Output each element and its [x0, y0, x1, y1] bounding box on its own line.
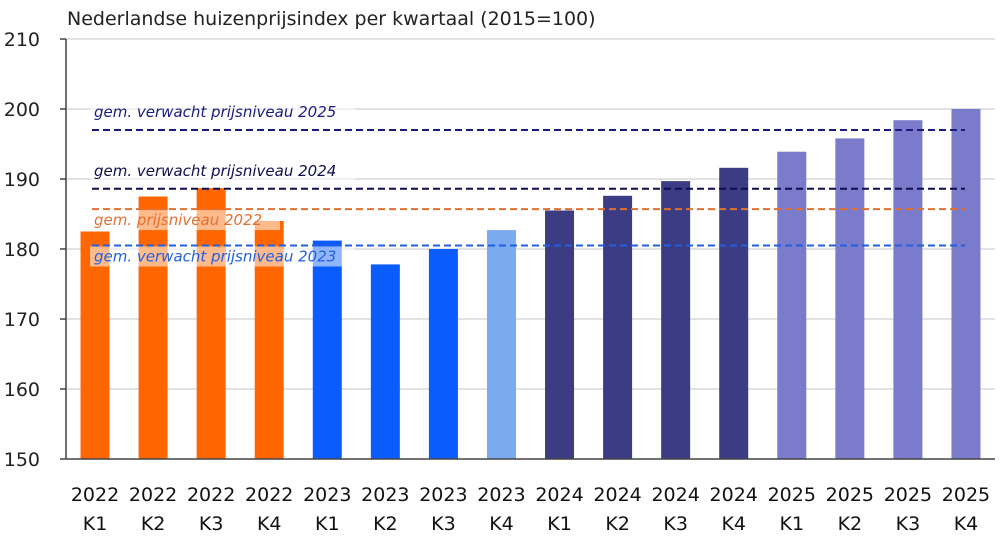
chart-title: Nederlandse huizenprijsindex per kwartaa… [67, 8, 596, 30]
x-tick-label-quarter: K2 [838, 513, 863, 535]
x-tick-label-year: 2022 [129, 484, 177, 506]
y-tick-label: 170 [4, 309, 40, 331]
reference-line-label: gem. prijsniveau 2022 [94, 211, 262, 229]
x-tick-label-quarter: K4 [257, 513, 282, 535]
x-tick-label-year: 2023 [419, 484, 467, 506]
x-tick-label-quarter: K3 [896, 513, 921, 535]
y-tick-label: 150 [4, 449, 40, 471]
bar [545, 210, 575, 459]
bar [777, 151, 807, 459]
bar [428, 249, 458, 459]
x-tick-label-quarter: K4 [489, 513, 514, 535]
reference-line-label: gem. verwacht prijsniveau 2023 [94, 248, 336, 266]
reference-label-background [90, 160, 355, 181]
x-tick-label-quarter: K2 [605, 513, 630, 535]
x-tick-label-quarter: K1 [83, 513, 108, 535]
bar [893, 120, 923, 459]
x-tick-label-quarter: K3 [431, 513, 456, 535]
x-tick-label-year: 2024 [593, 484, 641, 506]
x-tick-label-year: 2024 [651, 484, 699, 506]
x-tick-label-quarter: K1 [547, 513, 572, 535]
bar [138, 196, 168, 459]
x-tick-label-quarter: K4 [721, 513, 746, 535]
bar [370, 264, 400, 459]
x-tick-label-quarter: K1 [315, 513, 340, 535]
reference-label-background [90, 102, 355, 122]
x-tick-label-quarter: K1 [780, 513, 805, 535]
x-tick-label-quarter: K3 [199, 513, 224, 535]
x-tick-label-year: 2025 [826, 484, 874, 506]
y-tick-label: 160 [4, 379, 40, 401]
x-tick-label-quarter: K4 [954, 513, 979, 535]
x-tick-label-year: 2022 [245, 484, 293, 506]
x-tick-label-year: 2024 [535, 484, 583, 506]
y-tick-label: 200 [4, 99, 40, 121]
bar [951, 109, 981, 459]
bar [603, 195, 633, 460]
bar [80, 231, 110, 459]
y-tick-label: 190 [4, 169, 40, 191]
y-tick-label: 210 [4, 29, 40, 51]
x-tick-label-year: 2023 [303, 484, 351, 506]
reference-label-background [90, 246, 355, 267]
reference-label-background [90, 210, 280, 231]
reference-line-label: gem. verwacht prijsniveau 2024 [94, 162, 336, 180]
x-tick-label-year: 2023 [477, 484, 525, 506]
x-tick-label-quarter: K3 [663, 513, 688, 535]
x-tick-label-year: 2022 [71, 484, 119, 506]
x-tick-label-quarter: K2 [373, 513, 398, 535]
bar [661, 181, 691, 459]
x-tick-label-year: 2025 [768, 484, 816, 506]
bar [719, 167, 749, 460]
bar [486, 230, 516, 459]
x-tick-label-year: 2024 [710, 484, 758, 506]
reference-line-label: gem. verwacht prijsniveau 2025 [94, 103, 336, 121]
x-tick-label-year: 2022 [187, 484, 235, 506]
x-tick-label-quarter: K2 [141, 513, 166, 535]
x-tick-label-year: 2025 [884, 484, 932, 506]
bar [835, 138, 865, 459]
x-tick-label-year: 2023 [361, 484, 409, 506]
x-tick-label-year: 2025 [942, 484, 990, 506]
bar [312, 240, 342, 459]
bar [196, 188, 226, 459]
y-tick-label: 180 [4, 239, 40, 261]
